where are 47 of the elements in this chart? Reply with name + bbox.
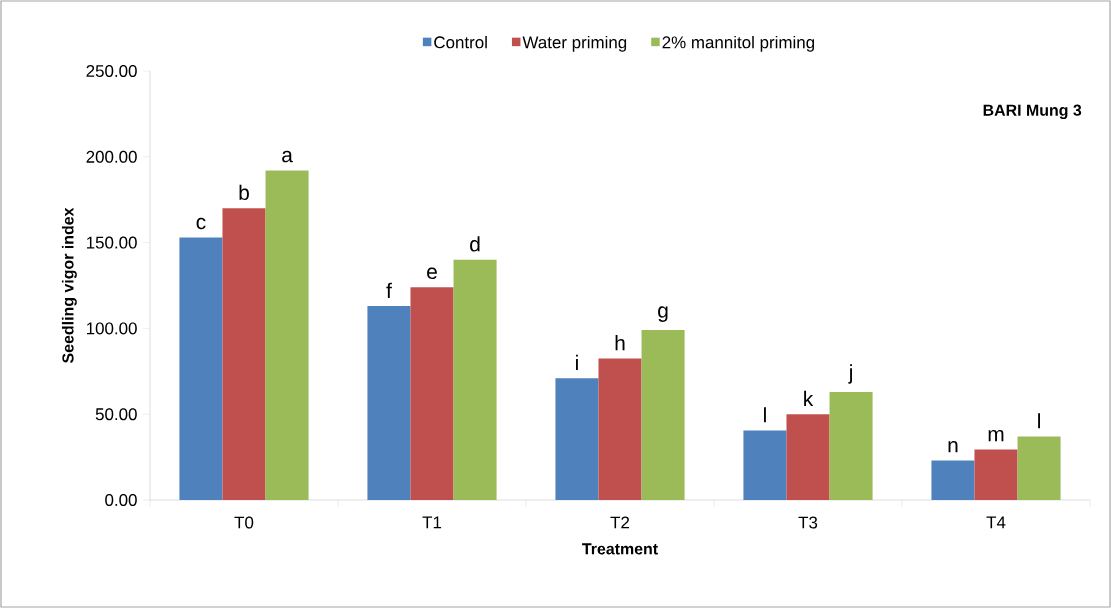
x-tick-label: T0 xyxy=(234,516,254,529)
bar xyxy=(829,391,873,500)
data-label: d xyxy=(470,236,480,252)
y-tick-label: 250.00 xyxy=(86,65,137,77)
data-label: j xyxy=(848,364,852,384)
data-label: a xyxy=(282,150,293,163)
x-tick-label: T1 xyxy=(422,516,442,529)
y-tick-label: 50.00 xyxy=(95,408,137,421)
data-label: g xyxy=(658,306,668,322)
data-label: e xyxy=(427,267,437,280)
x-tick-label: T4 xyxy=(986,516,1006,529)
data-label: c xyxy=(196,217,206,230)
bar xyxy=(367,306,411,500)
bar xyxy=(555,378,599,500)
data-label: m xyxy=(988,429,1004,442)
bar xyxy=(598,358,642,500)
bar xyxy=(641,330,685,500)
data-label: h xyxy=(615,335,625,351)
bar xyxy=(265,170,309,500)
y-axis-title: Seedling vigor index xyxy=(61,207,77,363)
bar xyxy=(179,237,223,500)
x-tick-label: T3 xyxy=(798,516,818,529)
data-label: l xyxy=(1038,413,1040,429)
data-label: l xyxy=(764,407,766,423)
legend-label: Water priming xyxy=(522,35,627,52)
bar xyxy=(222,208,266,500)
bar xyxy=(743,430,787,500)
y-tick-label: 100.00 xyxy=(86,322,137,335)
bar xyxy=(410,287,454,500)
bar xyxy=(1017,436,1061,500)
bar xyxy=(453,259,497,500)
y-tick-label: 200.00 xyxy=(86,150,137,163)
x-axis-title: Treatment xyxy=(582,543,658,555)
data-label: f xyxy=(386,282,392,298)
legend-label: 2% mannitol priming xyxy=(662,35,815,52)
bar xyxy=(786,414,830,500)
legend-label: Control xyxy=(434,35,487,49)
bar xyxy=(931,460,975,500)
y-tick-label: 150.00 xyxy=(86,236,137,249)
data-label: n xyxy=(948,441,958,453)
data-label: b xyxy=(239,184,249,201)
data-label: k xyxy=(804,390,814,406)
annotation: BARI Mung 3 xyxy=(983,104,1082,120)
x-tick-label: T2 xyxy=(610,516,630,529)
y-tick-label: 0.00 xyxy=(105,494,137,506)
data-label: i xyxy=(576,354,578,370)
bar xyxy=(974,449,1018,500)
